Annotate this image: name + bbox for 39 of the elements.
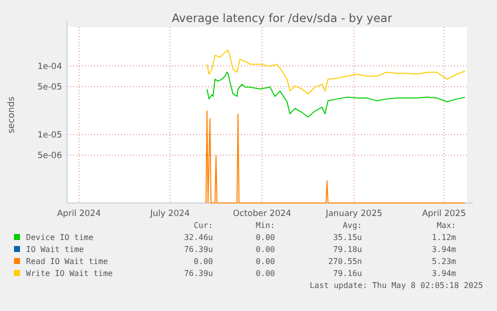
y-tick-label: 1e-05: [37, 130, 62, 140]
text: 3.94m: [432, 269, 456, 278]
legend-label: Write IO Wait time: [26, 269, 113, 278]
chart-title: Average latency for /dev/sda - by year: [172, 11, 392, 25]
line-series: [206, 72, 466, 118]
line-series: [206, 110, 466, 204]
x-tick-label: October 2024: [232, 209, 292, 219]
y-axis-title: seconds: [7, 96, 17, 134]
text: 270.55n: [328, 257, 362, 266]
legend-label: Read IO Wait time: [26, 257, 108, 266]
text: 35.15u: [333, 233, 362, 242]
text: 3.94m: [432, 245, 456, 254]
text: 79.16u: [333, 269, 362, 278]
x-tick-label: April 2025: [422, 209, 466, 219]
legend-label: IO Wait time: [26, 245, 84, 254]
text: Last update: Thu May 8 02:05:18 2025: [310, 281, 484, 290]
line-series: [206, 50, 466, 94]
text: 0.00: [194, 257, 214, 266]
text: Cur:: [194, 221, 213, 230]
text: 0.00: [256, 269, 276, 278]
text: Avg:: [342, 221, 362, 230]
text: 32.46u: [184, 233, 214, 242]
text: 76.39u: [184, 269, 214, 278]
legend-label: Device IO time: [26, 233, 94, 242]
text: 0.00: [256, 245, 276, 254]
y-tick-label: 5e-06: [37, 151, 62, 162]
text: 0.00: [256, 257, 276, 266]
y-tick-label: 5e-05: [37, 82, 62, 93]
text: 0.00: [256, 233, 276, 242]
text: 76.39u: [184, 245, 214, 254]
text: 5.23m: [432, 257, 456, 266]
y-tick-label: 1e-04: [37, 62, 62, 72]
text: 1.12m: [432, 233, 456, 242]
x-tick-label: July 2024: [149, 209, 190, 219]
text: Max:: [436, 221, 456, 230]
x-tick-label: April 2024: [57, 209, 101, 219]
x-tick-label: January 2025: [324, 209, 382, 219]
text: 79.18u: [333, 245, 362, 254]
text: Min:: [256, 221, 275, 230]
